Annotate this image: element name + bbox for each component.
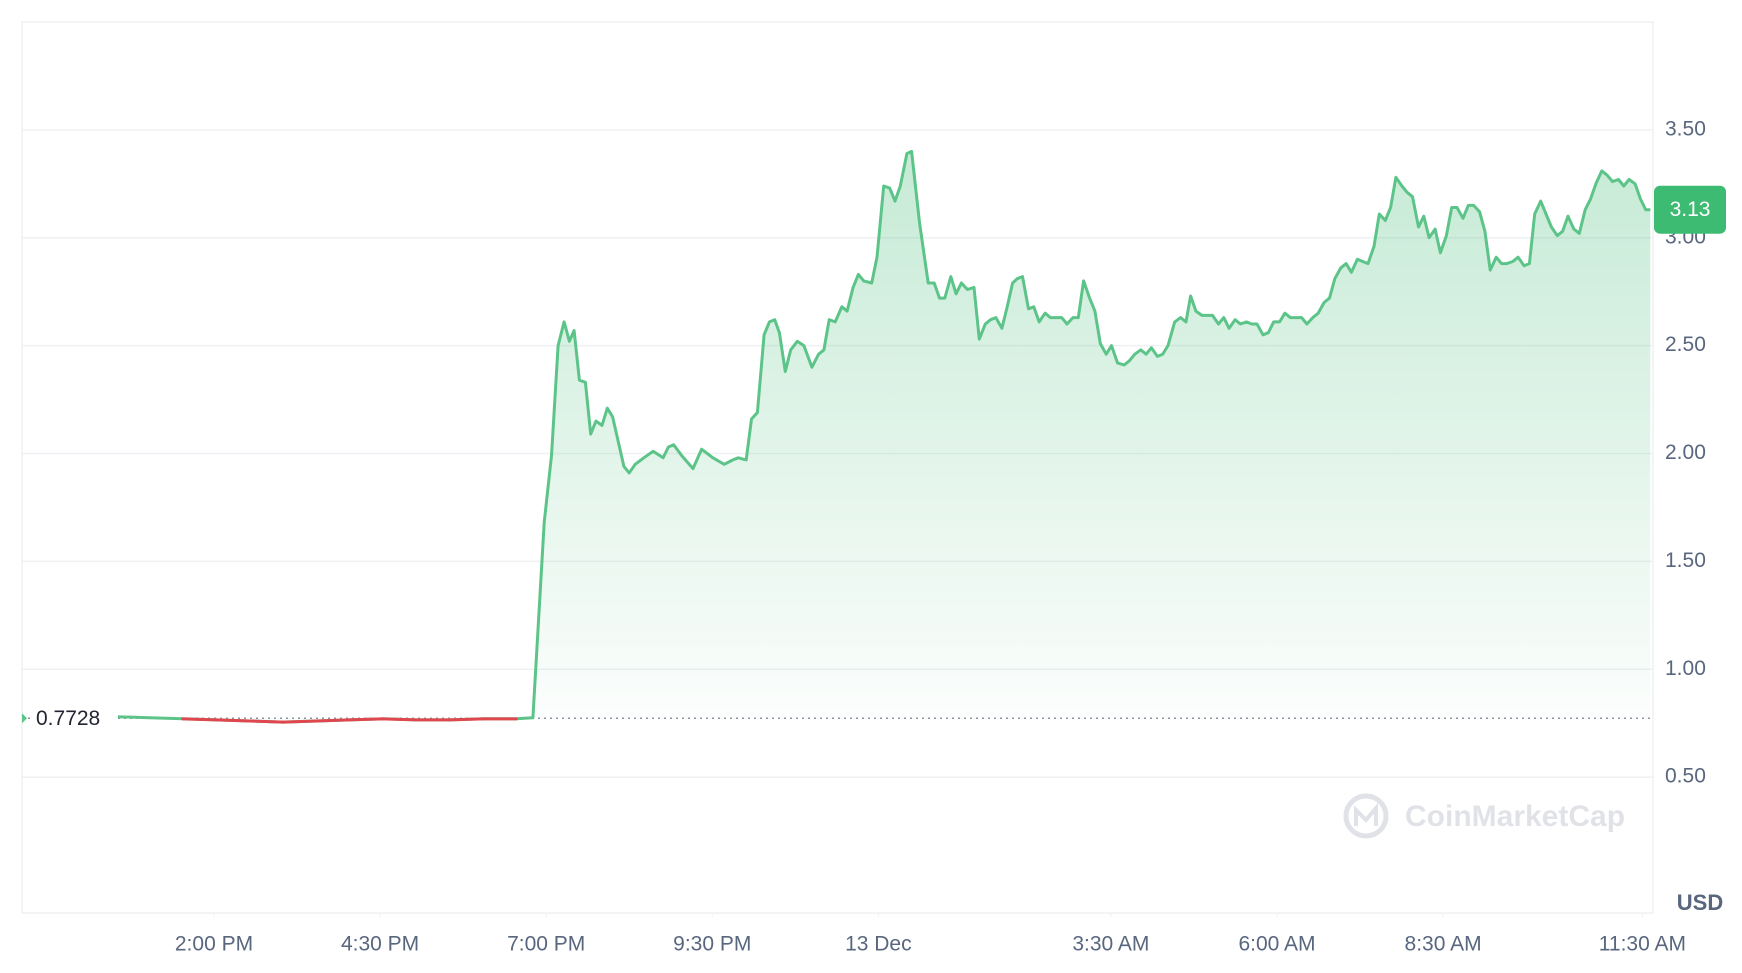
watermark: CoinMarketCap — [1343, 793, 1625, 839]
open-label-bg — [32, 704, 118, 733]
open-marker — [22, 713, 27, 724]
y-tick-label: 1.00 — [1665, 657, 1706, 680]
below-open-segment — [281, 719, 318, 724]
below-open-segment — [314, 718, 352, 723]
below-open-segment — [181, 717, 218, 722]
y-tick-label: 3.50 — [1665, 117, 1706, 140]
y-tick-label: 2.00 — [1665, 441, 1706, 464]
x-tick-label: 7:00 PM — [507, 933, 585, 956]
below-open-segment — [248, 719, 285, 724]
x-tick-label: 4:30 PM — [341, 933, 419, 956]
plot-frame — [21, 21, 1654, 914]
y-tick-label: 0.50 — [1665, 765, 1706, 788]
below-open-segment — [214, 718, 252, 723]
x-tick-label: 3:30 AM — [1072, 933, 1149, 956]
watermark-text: CoinMarketCap — [1405, 800, 1625, 833]
below-open-segment — [348, 717, 385, 722]
below-open-segment — [381, 717, 418, 722]
y-tick-label: 2.50 — [1665, 333, 1706, 356]
x-tick-label: 8:30 AM — [1405, 933, 1482, 956]
open-price-label: 0.7728 — [36, 707, 100, 730]
below-open-segment — [448, 717, 485, 722]
x-tick-label: 11:30 AM — [1599, 933, 1686, 956]
x-tick-label: 6:00 AM — [1238, 933, 1315, 956]
x-tick-label: 2:00 PM — [175, 933, 253, 956]
area-fill — [116, 151, 1651, 723]
last-price-label: 3.13 — [1670, 198, 1711, 221]
x-tick-label: 9:30 PM — [673, 933, 751, 956]
currency-label: USD — [1677, 890, 1723, 915]
y-tick-label: 1.50 — [1665, 549, 1706, 572]
x-tick-label: 13 Dec — [845, 933, 912, 956]
price-line — [116, 149, 1651, 724]
last-price-tag — [1654, 185, 1726, 234]
